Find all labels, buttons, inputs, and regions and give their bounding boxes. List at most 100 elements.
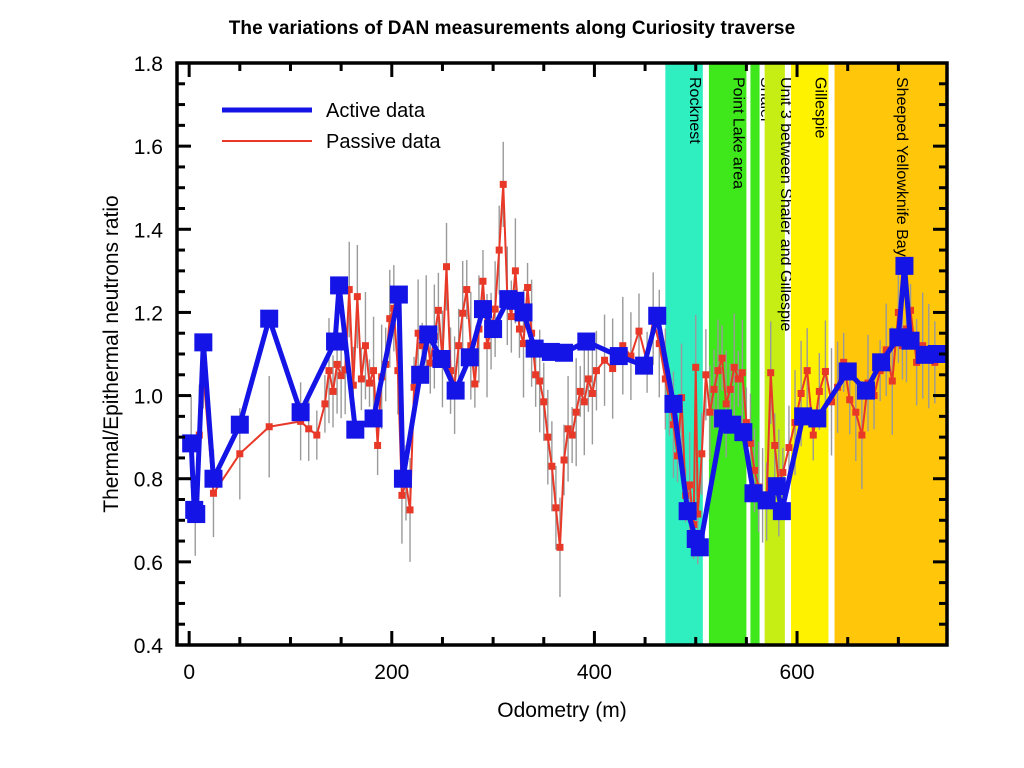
data-point-marker (484, 320, 503, 339)
data-point-marker (809, 431, 817, 439)
data-point-marker (901, 331, 920, 350)
data-point-marker (568, 431, 576, 439)
data-point-marker (852, 408, 860, 416)
data-point-marker (734, 423, 753, 442)
data-point-marker (471, 380, 479, 388)
data-point-marker (426, 359, 434, 367)
x-axis-title: Odometry (m) (497, 699, 627, 722)
data-point-marker (698, 450, 706, 458)
data-point-marker (718, 354, 726, 362)
data-point-marker (710, 385, 718, 393)
data-point-marker (714, 367, 722, 375)
data-point-marker (209, 489, 217, 497)
data-point-marker (726, 385, 734, 393)
data-point-marker (560, 456, 568, 464)
x-axis-tick-label: 200 (374, 661, 409, 684)
data-point-marker (576, 387, 584, 395)
data-point-marker (808, 409, 827, 428)
data-point-marker (635, 356, 654, 375)
legend-label: Active data (326, 100, 426, 122)
data-point-marker (511, 267, 519, 275)
data-point-marker (927, 345, 946, 363)
data-point-marker (846, 396, 854, 404)
data-series-layer (182, 141, 946, 598)
page-title: The variations of DAN measurements along… (228, 18, 796, 39)
data-point-marker (797, 389, 805, 397)
data-point-marker (370, 367, 378, 375)
region-band-label: Rocknest (686, 77, 703, 144)
data-point-marker (771, 441, 779, 449)
data-point-marker (858, 431, 866, 439)
data-point-marker (321, 400, 329, 408)
data-point-marker (730, 363, 738, 371)
data-point-marker (601, 356, 609, 364)
region-band-label: Sheeped Yellowknife Bay (893, 77, 910, 257)
data-point-marker (353, 293, 361, 301)
data-point-marker (678, 502, 697, 521)
region-band-label: Point Lake area (730, 77, 747, 189)
legend-label: Passive data (326, 131, 441, 153)
data-point-marker (895, 256, 914, 275)
data-point-marker (664, 394, 683, 413)
data-point-marker (260, 309, 279, 328)
y-axis-tick-label: 0.4 (134, 635, 164, 658)
y-axis-tick-label: 1.0 (134, 386, 163, 409)
data-point-marker (515, 325, 523, 333)
data-point-marker (734, 375, 742, 383)
region-band (790, 63, 829, 645)
x-axis-tick-label: 0 (183, 661, 195, 684)
data-point-marker (479, 277, 487, 285)
data-point-marker (635, 327, 643, 335)
region-band-label: Gillespie (812, 77, 829, 138)
data-point-marker (609, 365, 617, 373)
data-point-marker (556, 543, 564, 551)
data-point-marker (548, 462, 556, 470)
data-point-marker (690, 538, 709, 557)
data-point-marker (204, 469, 223, 488)
data-point-marker (330, 276, 349, 295)
data-point-marker (313, 431, 321, 439)
legend-layer: Active data Passive data (222, 100, 441, 153)
y-axis-tick-label: 0.6 (134, 552, 163, 575)
data-point-marker (393, 469, 412, 488)
data-point-marker (419, 325, 438, 344)
data-point-marker (722, 400, 730, 408)
data-point-marker (564, 425, 572, 433)
data-point-marker (772, 502, 791, 521)
data-point-marker (460, 348, 479, 367)
data-point-marker (706, 408, 714, 416)
data-point-marker (757, 491, 776, 510)
data-point-marker (333, 360, 341, 368)
data-point-marker (305, 425, 313, 433)
data-point-marker (434, 306, 442, 314)
data-point-marker (432, 349, 451, 368)
data-point-marker (326, 332, 345, 351)
data-point-marker (520, 340, 527, 348)
y-axis-tick-label: 1.8 (134, 53, 163, 76)
data-point-marker (329, 387, 337, 395)
data-point-marker (648, 306, 667, 325)
data-point-marker (580, 398, 588, 406)
data-point-marker (785, 444, 793, 452)
data-point-marker (446, 381, 465, 400)
region-band (708, 63, 747, 645)
y-axis-title: Thermal/Epithermal neutrons ratio (100, 195, 123, 512)
y-axis-tick-label: 0.8 (134, 469, 163, 492)
data-point-marker (265, 423, 273, 431)
data-point-marker (398, 491, 406, 499)
data-point-marker (230, 415, 249, 434)
data-point-marker (473, 300, 492, 319)
data-point-marker (767, 369, 775, 377)
data-point-marker (443, 263, 450, 271)
axis-titles-layer: Thermal/Epithermal neutrons ratio Odometr… (100, 195, 627, 722)
data-point-marker (525, 339, 544, 358)
data-point-marker (536, 377, 544, 385)
data-point-marker (182, 434, 201, 453)
data-point-marker (692, 363, 700, 371)
data-point-marker (872, 353, 891, 372)
data-point-marker (406, 506, 414, 514)
data-point-marker (194, 333, 213, 352)
data-point-marker (291, 403, 310, 422)
